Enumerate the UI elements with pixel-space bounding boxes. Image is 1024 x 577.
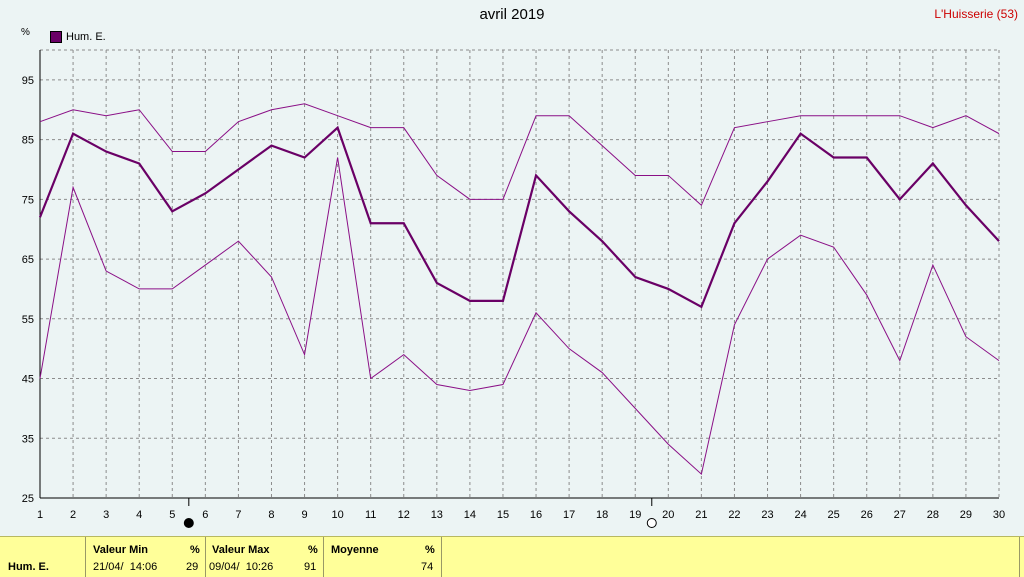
x-tick-label: 21 [695,509,707,521]
y-tick-label: 75 [22,194,34,206]
x-tick-label: 11 [365,509,376,521]
y-tick-label: 25 [22,493,34,505]
stats-empty-cell [442,537,1020,577]
x-tick-label: 26 [861,509,873,521]
x-tick-label: 2 [70,509,76,521]
avg-header: Moyenne [331,544,379,556]
x-tick-label: 19 [629,509,641,521]
series [38,103,1000,476]
full-moon-icon [646,518,657,528]
y-tick-label: 45 [22,374,34,386]
series-line-mean [38,125,1000,309]
avg-value: 74 [421,561,434,573]
min-value: 29 [186,561,199,573]
chart-area: 1 2 3 4 5 6 7 8 9 10 11 12 13 14 15 16 17 18 19 20 21 22 23 24 2… [22,49,1005,528]
stats-min-cell: Valeur Min % 21/04/ 14:06 29 [86,537,206,577]
x-tick-label: 20 [662,509,674,521]
y-tick-label: 55 [22,314,34,326]
min-unit: % [190,544,200,556]
x-tick-label: 16 [530,509,542,521]
x-tick-label: 24 [794,509,806,521]
stats-avg-cell: Moyenne % 74 [324,537,442,577]
stats-panel: Hum. E. Valeur Min % 21/04/ 14:06 29 Val… [0,536,1024,577]
axes: 1 2 3 4 5 6 7 8 9 10 11 12 13 14 15 16 17 18 19 20 21 22 23 24 2… [22,50,1005,521]
stats-row-label: Hum. E. [8,561,49,573]
x-tick-label: 27 [894,509,906,521]
x-tick-label: 23 [761,509,773,521]
x-tick-label: 9 [301,509,307,521]
new-moon-icon [183,518,194,528]
chart-title: avril 2019 [479,6,545,23]
legend-swatch [50,31,62,43]
x-tick-label: 10 [331,509,343,521]
y-tick-label: 85 [22,135,34,147]
max-value: 91 [304,561,317,573]
x-tick-label: 7 [235,509,241,521]
series-line-max [39,103,1000,207]
max-date: 09/04/ 10:26 [209,561,274,573]
x-tick-label: 30 [993,509,1005,521]
x-tick-label: 13 [431,509,443,521]
y-tick-label: 65 [22,254,34,266]
x-tick-label: 22 [728,509,740,521]
x-tick-label: 3 [103,509,109,521]
y-tick-label: 35 [22,433,34,445]
legend: Hum. E. [50,31,106,43]
min-header: Valeur Min [93,544,149,556]
x-tick-label: 28 [927,509,939,521]
min-date: 21/04/ 14:06 [93,561,158,573]
x-tick-label: 12 [398,509,410,521]
avg-unit: % [425,544,435,556]
legend-label: Hum. E. [66,31,106,43]
stats-label-cell: Hum. E. [0,537,86,577]
stats-max-cell: Valeur Max % 09/04/ 10:26 91 [206,537,324,577]
x-tick-label: 6 [202,509,208,521]
x-tick-label: 15 [497,509,509,521]
grid [40,49,1000,498]
max-unit: % [308,544,318,556]
x-tick-label: 14 [464,509,476,521]
x-tick-label: 29 [960,509,972,521]
moon-phases [183,498,657,528]
location-label: L'Huisserie (53) [934,7,1018,21]
x-tick-label: 8 [268,509,274,521]
max-header: Valeur Max [212,544,270,556]
x-tick-label: 5 [169,509,175,521]
x-tick-label: 4 [136,509,142,521]
x-tick-label: 18 [596,509,608,521]
y-tick-label: 95 [22,75,34,87]
x-tick-label: 25 [828,509,840,521]
y-axis-unit: % [21,27,30,38]
series-line-min [39,157,1000,476]
x-tick-label: 1 [37,509,43,521]
x-tick-label: 17 [563,509,575,521]
